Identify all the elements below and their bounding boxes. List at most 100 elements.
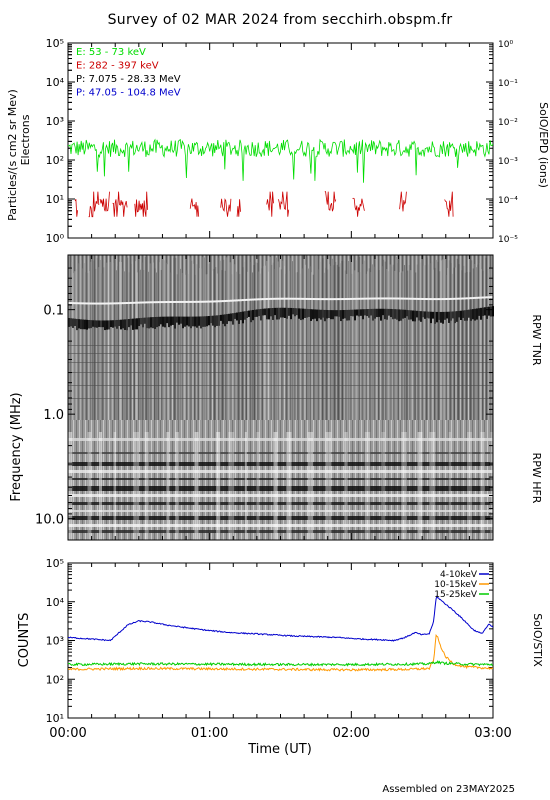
tnr-bright-band — [464, 297, 466, 300]
tnr-column — [330, 265, 332, 420]
tnr-bright-band — [336, 298, 338, 301]
tnr-dark-band — [456, 311, 458, 322]
tnr-column — [290, 257, 292, 420]
tnr-bright-band — [114, 302, 116, 305]
tnr-column — [474, 264, 476, 420]
tnr-bright-band — [384, 297, 386, 300]
epd-series-line-electrons-high — [112, 191, 128, 217]
hfr-stripe — [98, 432, 103, 540]
stix-y-tick-label: 10¹ — [46, 712, 64, 725]
tnr-column — [176, 274, 178, 420]
tnr-column — [340, 263, 341, 420]
tnr-dark-band — [222, 314, 224, 324]
tnr-column — [300, 273, 301, 420]
tnr-column — [322, 258, 324, 420]
tnr-bright-band — [444, 298, 446, 301]
tnr-dark-band — [324, 309, 326, 322]
tnr-dark-band — [406, 309, 408, 317]
tnr-column — [380, 265, 381, 420]
hfr-stripe — [216, 432, 221, 540]
tnr-column — [320, 261, 322, 420]
tnr-bright-band — [112, 302, 114, 305]
tnr-column — [136, 272, 138, 420]
tnr-dark-band — [230, 313, 232, 322]
tnr-bright-band — [110, 302, 112, 305]
tnr-column — [370, 272, 372, 420]
tnr-dark-band — [262, 308, 264, 316]
tnr-line — [68, 362, 493, 363]
tnr-column — [341, 260, 343, 420]
tnr-column — [108, 255, 109, 420]
tnr-dark-band — [104, 320, 106, 331]
tnr-column — [458, 264, 460, 420]
tnr-bright-band — [180, 300, 182, 303]
tnr-bright-band — [312, 298, 314, 301]
tnr-dark-band — [90, 320, 92, 329]
tnr-bright-band — [320, 298, 322, 301]
tnr-bright-band — [260, 298, 262, 301]
hfr-band — [68, 452, 493, 454]
tnr-column — [447, 267, 449, 420]
tnr-column — [327, 269, 329, 420]
tnr-column — [413, 255, 415, 420]
tnr-column — [479, 262, 481, 420]
tnr-bright-band — [402, 297, 404, 300]
tnr-column — [135, 261, 137, 420]
tnr-dark-band — [168, 316, 170, 328]
tnr-dark-band — [156, 316, 158, 328]
tnr-column — [119, 261, 121, 420]
tnr-dark-band — [318, 309, 320, 319]
tnr-bright-band — [248, 298, 250, 301]
tnr-dark-band — [164, 316, 166, 328]
hfr-band — [68, 486, 493, 491]
tnr-dark-band — [74, 318, 76, 327]
hfr-stripe — [467, 432, 473, 540]
tnr-dark-band — [228, 313, 230, 322]
tnr-bright-band — [386, 297, 388, 300]
tnr-bright-band — [430, 298, 432, 301]
tnr-column — [405, 272, 407, 420]
tnr-column — [293, 255, 295, 420]
tnr-dark-band — [314, 309, 316, 319]
tnr-column — [368, 268, 370, 420]
tnr-bright-band — [488, 296, 490, 299]
tnr-bright-band — [318, 298, 320, 301]
tnr-column — [207, 274, 209, 420]
tnr-column — [448, 260, 450, 420]
hfr-stripe — [166, 432, 170, 540]
tnr-column — [109, 262, 111, 420]
tnr-column — [104, 261, 106, 420]
tnr-column — [311, 272, 313, 420]
tnr-bright-band — [250, 298, 252, 301]
tnr-dark-band — [448, 311, 450, 323]
tnr-dark-band — [350, 309, 352, 316]
tnr-column — [309, 266, 311, 420]
tnr-column — [372, 264, 373, 420]
stix-series-line-10-15kev — [68, 634, 493, 672]
tnr-bright-band — [212, 300, 214, 303]
tnr-bright-band — [102, 302, 104, 305]
tnr-column — [466, 272, 468, 420]
figure-title: Survey of 02 MAR 2024 from secchirh.obsp… — [108, 12, 453, 28]
hfr-stripe — [68, 432, 73, 540]
tnr-bright-band — [128, 301, 130, 304]
tnr-column — [245, 255, 247, 420]
tnr-dark-band — [162, 316, 164, 327]
tnr-dark-band — [220, 314, 222, 321]
tnr-column — [189, 257, 191, 420]
tnr-column — [490, 268, 492, 420]
tnr-column — [384, 261, 386, 420]
tnr-bright-band — [316, 298, 318, 301]
tnr-column — [416, 264, 418, 420]
tnr-bright-band — [152, 301, 154, 304]
hfr-band — [68, 462, 493, 466]
tnr-column — [152, 262, 154, 420]
tnr-column — [452, 273, 453, 420]
tnr-dark-band — [240, 311, 242, 321]
hfr-stripe — [364, 432, 371, 540]
tnr-dark-band — [282, 307, 284, 318]
tnr-dark-band — [480, 307, 482, 320]
tnr-dark-band — [434, 311, 436, 324]
tnr-dark-band — [408, 310, 410, 320]
tnr-column — [488, 272, 490, 420]
